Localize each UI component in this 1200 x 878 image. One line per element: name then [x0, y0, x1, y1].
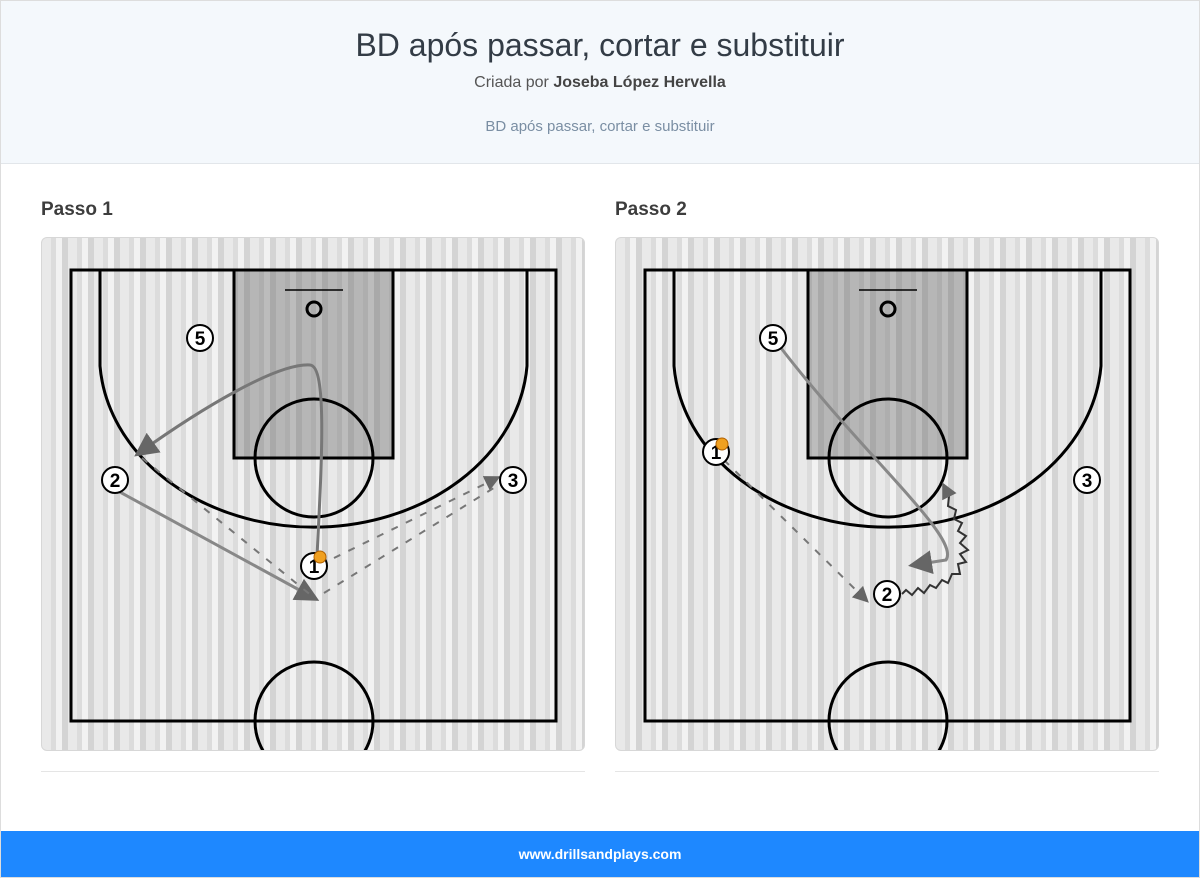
player[interactable]: 3 — [1073, 466, 1101, 494]
pass-line — [141, 457, 313, 597]
court-lines — [69, 268, 558, 750]
player[interactable]: 5 — [759, 324, 787, 352]
pass-line — [333, 476, 501, 559]
player[interactable]: 5 — [186, 324, 214, 352]
court-diagram: 5 2 1 3 — [41, 237, 585, 751]
svg-text:3: 3 — [508, 471, 519, 492]
author-prefix: Criada por — [474, 74, 549, 91]
step-title: Passo 1 — [41, 199, 113, 220]
court-lines — [643, 268, 1132, 750]
ball-icon — [715, 437, 729, 451]
court-diagram: 5 1 3 2 — [615, 237, 1159, 751]
cut-path — [779, 347, 949, 575]
cut-path — [117, 489, 320, 601]
svg-text:2: 2 — [882, 585, 893, 606]
page-title: BD após passar, cortar e substituir — [355, 27, 845, 63]
step-title: Passo 2 — [615, 199, 687, 220]
dribble-path — [901, 482, 970, 597]
player[interactable]: 3 — [499, 466, 527, 494]
author-name: Joseba López Hervella — [553, 74, 726, 91]
cut-path — [134, 363, 324, 557]
svg-text:5: 5 — [195, 329, 206, 350]
pass-line — [723, 459, 869, 603]
court-svg: 5 2 1 3 — [69, 268, 558, 750]
player[interactable]: 2 — [101, 466, 129, 494]
ball-icon — [313, 550, 327, 564]
step-2: Passo 2 5 1 3 2 — [615, 199, 1159, 772]
player[interactable]: 2 — [873, 580, 901, 608]
header: BD após passar, cortar e substituir Cria… — [1, 1, 1199, 164]
subtitle: BD após passar, cortar e substituir — [485, 118, 715, 135]
svg-text:5: 5 — [768, 329, 779, 350]
svg-text:3: 3 — [1082, 471, 1093, 492]
author-line: Criada por Joseba López Hervella — [1, 74, 1199, 92]
pass-line — [323, 485, 498, 594]
svg-text:2: 2 — [110, 471, 121, 492]
step-1: Passo 1 5 2 1 3 — [41, 199, 585, 772]
court-svg: 5 1 3 2 — [643, 268, 1132, 750]
svg-text:1: 1 — [711, 443, 722, 464]
footer: www.drillsandplays.com — [1, 831, 1199, 877]
svg-text:1: 1 — [309, 557, 320, 578]
footer-link[interactable]: www.drillsandplays.com — [518, 846, 682, 862]
